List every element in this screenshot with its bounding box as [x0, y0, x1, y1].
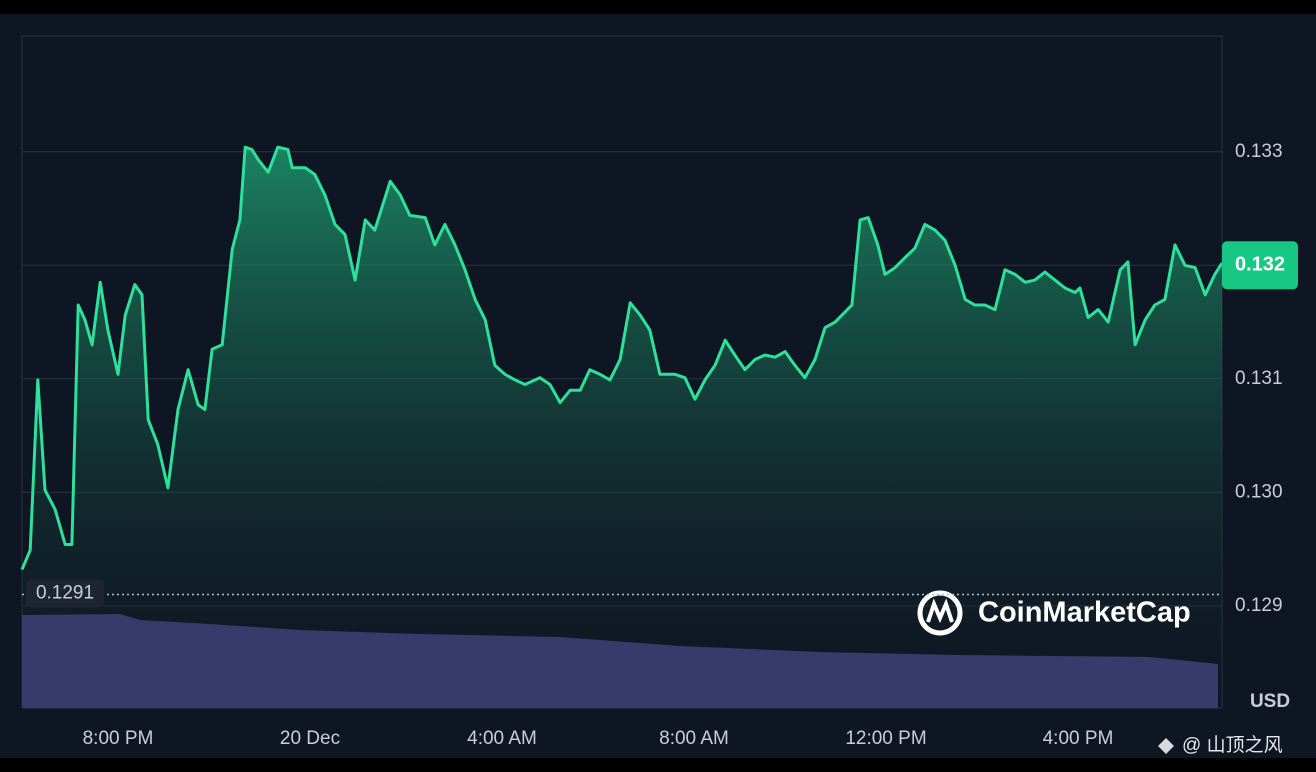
- x-tick-label: 12:00 PM: [845, 728, 926, 749]
- y-unit: USD: [1250, 691, 1290, 712]
- watermark-logo: [917, 590, 963, 636]
- price-area: [22, 147, 1222, 708]
- logo-ring: [917, 590, 963, 636]
- y-tick-label: 0.129: [1235, 595, 1283, 616]
- volume-band: [22, 614, 1218, 708]
- open-price-badge: [26, 579, 104, 608]
- y-tick-label: 0.131: [1235, 368, 1283, 389]
- last-price-label: 0.132: [1235, 254, 1285, 276]
- last-price-badge: [1222, 241, 1298, 290]
- x-tick-label: 8:00 PM: [83, 728, 154, 749]
- area-layer: [20, 145, 1224, 708]
- logo-mark: [926, 598, 954, 624]
- price-line: [20, 145, 1224, 571]
- x-tick-label: 4:00 PM: [1043, 728, 1114, 749]
- credit: @ 山顶之风: [1182, 734, 1283, 756]
- foreground: 0.129 0.130 0.131 0.132 0.133 8:00 PM 20 Dec 4:…: [22, 141, 1298, 749]
- y-tick-label: 0.130: [1235, 481, 1283, 502]
- watermark: CoinMarketCap: [978, 597, 1191, 629]
- x-tick-label: 8:00 AM: [659, 728, 729, 749]
- credit-icon: [1158, 738, 1174, 754]
- x-tick-label: 20 Dec: [280, 728, 340, 749]
- y-tick-label: 0.133: [1235, 141, 1283, 162]
- open-price-label: 0.1291: [36, 583, 94, 604]
- x-tick-label: 4:00 AM: [467, 728, 537, 749]
